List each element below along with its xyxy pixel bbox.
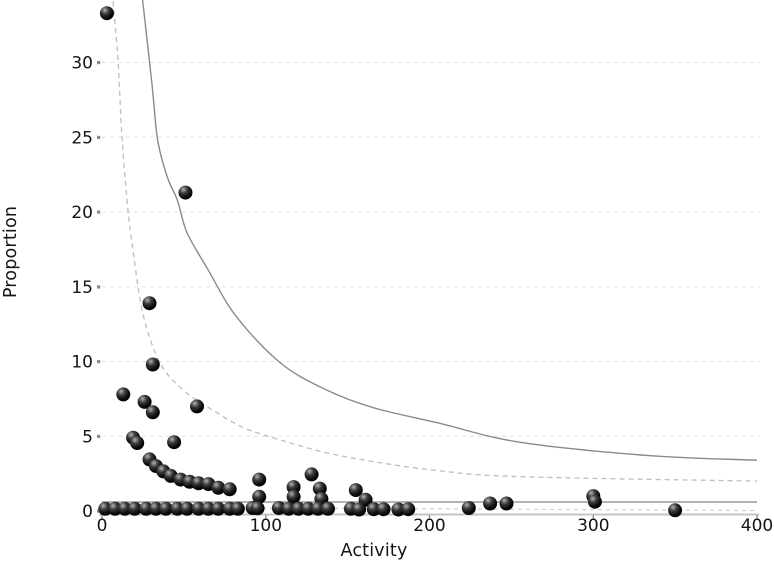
data-point — [321, 501, 335, 516]
data-point — [252, 489, 267, 504]
data-point — [499, 496, 514, 511]
data-point — [312, 481, 327, 496]
gridlines — [102, 62, 760, 437]
data-point — [139, 501, 154, 516]
y-tick-label: 15 — [71, 278, 93, 298]
data-point — [483, 496, 498, 511]
y-tick-mark — [97, 509, 101, 513]
y-tick-mark — [97, 61, 101, 65]
data-point — [301, 501, 316, 516]
y-tick-label: 25 — [71, 128, 93, 148]
y-tick-label: 5 — [82, 427, 93, 447]
data-point — [222, 482, 237, 497]
data-point — [117, 501, 132, 516]
y-tick-mark — [97, 210, 101, 214]
data-point — [366, 502, 381, 517]
reference-lines — [101, 0, 758, 512]
data-point — [145, 357, 160, 372]
x-tick-label: 100 — [250, 516, 282, 536]
y-tick-mark — [97, 285, 101, 289]
data-point — [211, 501, 226, 516]
data-point — [252, 472, 267, 487]
data-point — [348, 483, 363, 498]
data-point — [587, 494, 602, 509]
outer-control-limit-curve — [141, 0, 758, 461]
y-tick-label: 30 — [71, 54, 93, 74]
data-point — [250, 501, 265, 516]
data-point — [116, 387, 131, 402]
data-point — [158, 501, 173, 516]
data-point — [281, 501, 296, 516]
data-point — [167, 435, 182, 450]
data-point — [130, 436, 145, 450]
x-tick-label: 0 — [97, 516, 108, 536]
y-tick-mark — [97, 135, 101, 139]
data-point — [108, 501, 123, 516]
data-point — [99, 6, 114, 21]
data-point — [230, 501, 245, 516]
data-point — [98, 501, 113, 516]
data-point — [180, 501, 195, 516]
data-point — [304, 467, 319, 482]
data-point — [376, 502, 391, 517]
axes: 0 100 200 300 400 0 5 10 15 20 25 30 — [71, 54, 773, 537]
y-tick-mark — [97, 360, 101, 364]
data-point — [145, 405, 160, 420]
data-point — [286, 489, 301, 504]
y-tick-label: 20 — [71, 203, 93, 223]
data-point — [127, 501, 142, 516]
data-point — [149, 501, 163, 516]
x-tick-label: 200 — [413, 516, 445, 536]
x-tick-label: 400 — [741, 516, 773, 536]
y-tick-label: 0 — [82, 502, 93, 522]
data-point — [668, 503, 683, 518]
x-tick-label: 300 — [577, 516, 609, 536]
data-point — [286, 480, 301, 495]
y-axis-title: Proportion — [1, 205, 21, 299]
data-points — [98, 6, 683, 518]
y-tick-label: 10 — [71, 353, 93, 373]
data-point — [190, 399, 204, 414]
data-point — [191, 501, 206, 516]
data-point — [352, 502, 367, 517]
data-point — [170, 501, 185, 516]
y-tick-mark — [97, 434, 101, 438]
data-point — [461, 501, 476, 515]
data-point — [178, 185, 193, 200]
data-point — [401, 502, 416, 517]
data-point — [137, 394, 152, 409]
data-point — [211, 480, 226, 495]
inner-control-limit-curve — [112, 0, 758, 482]
x-axis-title: Activity — [340, 541, 408, 561]
data-point — [291, 501, 306, 516]
data-point — [201, 501, 216, 516]
data-point — [391, 502, 406, 517]
data-point — [311, 501, 326, 516]
data-point — [142, 296, 157, 311]
